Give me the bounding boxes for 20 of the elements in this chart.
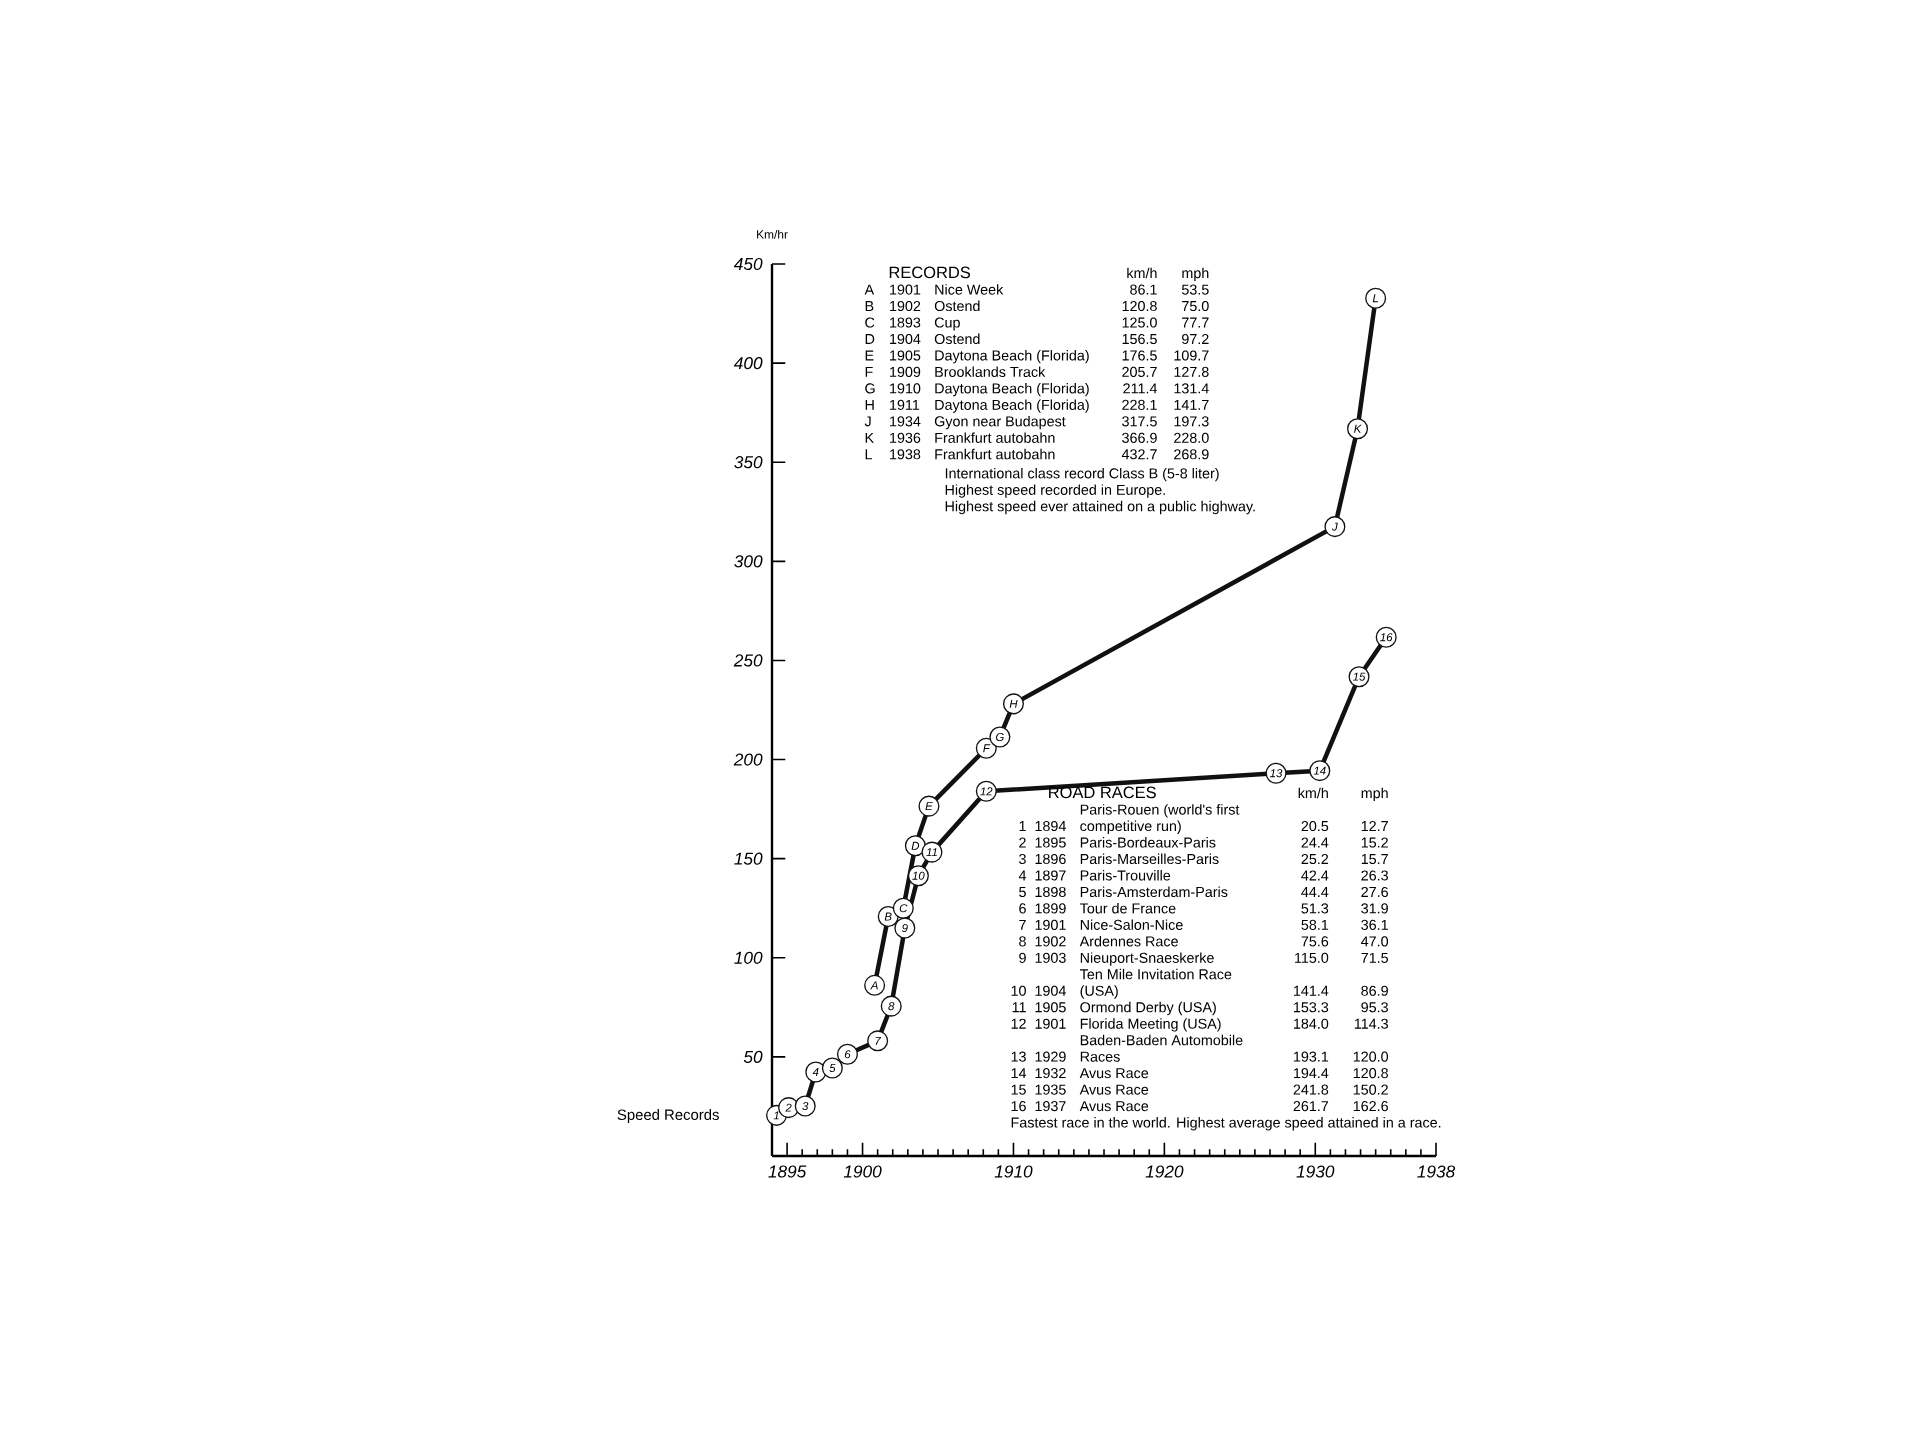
annotation: ROAD RACES [1049, 786, 1156, 799]
y-tick-label: 100 [734, 951, 763, 964]
y-tick-label: 350 [734, 456, 763, 469]
x-tick-label: 1910 [994, 1165, 1033, 1178]
x-tick-label: 1920 [1145, 1165, 1184, 1178]
y-tick-label: 150 [734, 852, 763, 865]
y-tick-label: 200 [733, 753, 763, 766]
y-tick-label: 250 [733, 654, 763, 667]
x-tick-label: 1938 [1417, 1165, 1456, 1178]
point [894, 917, 916, 939]
y-tick-label: 400 [733, 357, 763, 370]
point [1365, 287, 1387, 309]
y-tick-label: 300 [734, 555, 763, 568]
y-tick-label: 450 [733, 257, 763, 271]
x-tick-label: 1895 [768, 1165, 807, 1178]
x-tick-label: 1930 [1296, 1165, 1335, 1178]
annotation: RECORDS [889, 266, 971, 279]
y-tick-label: 50 [743, 1050, 763, 1063]
x-tick-label: 1900 [843, 1165, 882, 1178]
point [867, 1030, 889, 1052]
